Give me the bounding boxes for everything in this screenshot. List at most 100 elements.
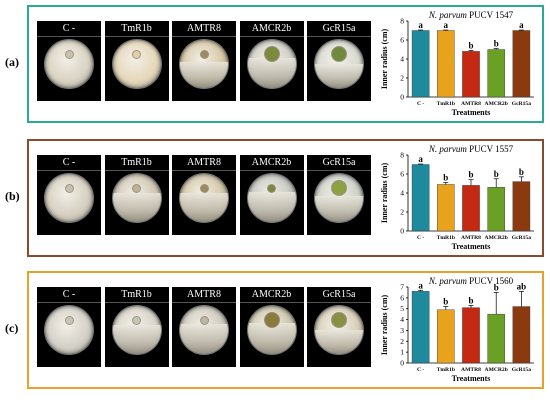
culture-photo: AMCR2b (239, 155, 304, 235)
chart-svg: N. parvum PUCV 1547 0 2 4 6 8 Inner radius (cm… (380, 10, 534, 117)
bacteria-streak (180, 62, 228, 88)
bar-0 (411, 291, 430, 364)
fungal-plug (133, 316, 140, 324)
culture-photo: GcR15a (307, 155, 371, 235)
petri-dish (180, 174, 228, 222)
chart-title: N. parvum PUCV 1557 (428, 144, 514, 154)
panel-label: (a) (5, 55, 19, 69)
culture-photo: TmR1b (104, 287, 169, 367)
significance-letter: b (443, 297, 448, 307)
x-axis-label: Treatments (452, 242, 491, 251)
petri-dish (45, 306, 93, 354)
bar-3 (487, 187, 505, 232)
chart-svg: N. parvum PUCV 1560 0 1 2 3 4 5 67 Inner radius … (380, 276, 534, 383)
x-tick-label: AMCR2b (485, 367, 508, 373)
culture-photo: AMCR2b (239, 21, 304, 101)
petri-dish (112, 40, 161, 88)
significance-letter: a (418, 280, 423, 290)
fungal-plug (264, 313, 279, 327)
significance-letter: b (443, 173, 448, 183)
x-tick-label: C - (417, 101, 424, 107)
petri-dish (247, 174, 296, 222)
y-axis-label: Inner radius (cm) (380, 29, 389, 90)
bacteria-streak (112, 325, 161, 354)
x-tick-label: AMCR2b (485, 235, 508, 241)
culture-photo: TmR1b (104, 155, 169, 235)
bacteria-streak (315, 64, 363, 88)
photo-caption: TmR1b (104, 21, 169, 37)
x-tick-label: C - (417, 367, 424, 373)
bar-3 (487, 313, 505, 364)
bacteria-streak (247, 192, 296, 222)
photo-caption: TmR1b (104, 287, 169, 303)
bacteria-streak (247, 58, 296, 88)
bar-4 (512, 181, 531, 232)
fungal-plug (200, 50, 208, 58)
significance-letter: b (468, 170, 473, 180)
y-tick-label: 0 (400, 93, 404, 102)
petri-dish (315, 174, 363, 222)
bar-3 (487, 49, 505, 98)
bar-2 (462, 185, 480, 232)
photo-caption: C - (37, 21, 101, 37)
y-tick-label: 2 (400, 208, 404, 217)
culture-photo: C - (37, 155, 101, 235)
y-tick-label: 8 (400, 17, 404, 26)
significance-letter: ab (517, 281, 527, 291)
photo-caption: AMTR8 (172, 287, 236, 303)
fungal-plug (65, 184, 73, 192)
x-axis-label: Treatments (452, 374, 491, 383)
culture-photo: AMTR8 (172, 155, 236, 235)
bar-4 (512, 30, 531, 98)
y-tick-label: 4 (400, 189, 404, 198)
petri-dish (180, 306, 228, 354)
y-tick-label: 6 (400, 36, 404, 45)
photo-caption: AMCR2b (239, 287, 304, 303)
chart-title: N. parvum PUCV 1560 (428, 276, 514, 286)
x-tick-label: GcR15a (512, 367, 531, 373)
significance-letter: b (494, 282, 499, 292)
y-tick-label: 4 (400, 315, 404, 324)
bar-0 (411, 30, 430, 98)
photo-caption: TmR1b (104, 155, 169, 171)
panel-label: (c) (5, 321, 19, 335)
x-tick-label: AMTR8 (461, 235, 481, 241)
significance-letter: a (444, 20, 449, 30)
bacteria-streak (247, 323, 296, 354)
x-axis-label: Treatments (452, 108, 491, 117)
y-tick-label: 6 (400, 170, 404, 179)
bar-1 (437, 184, 455, 232)
y-tick-label: 0 (400, 227, 404, 236)
y-tick-label: 6 (400, 293, 404, 302)
bacteria-streak (180, 193, 228, 222)
significance-letter: a (418, 20, 423, 30)
fungal-plug (268, 184, 275, 192)
culture-photo: AMTR8 (172, 21, 236, 101)
panel-2: C - TmR1b AMTR8 AMCR2b GcR15a N. parvum PUCV … (27, 271, 544, 389)
culture-photo: GcR15a (307, 287, 371, 367)
y-tick-label: 0 (400, 359, 404, 368)
significance-letter: a (519, 20, 524, 30)
petri-dish (45, 174, 93, 222)
fungal-plug (332, 313, 346, 327)
culture-photo: AMTR8 (172, 287, 236, 367)
bar-chart: N. parvum PUCV 1547 0 2 4 6 8 Inner radius (cm… (378, 9, 540, 121)
petri-dish (112, 174, 161, 222)
y-tick-label: 2 (400, 337, 404, 346)
photo-caption: C - (37, 287, 101, 303)
fungal-plug (133, 184, 140, 192)
panel-0: C - TmR1b AMTR8 AMCR2b GcR15a N. parvum PUCV … (27, 5, 544, 123)
x-tick-label: TmR1b (437, 101, 455, 107)
significance-letter: b (494, 169, 499, 179)
bar-chart: N. parvum PUCV 1560 0 1 2 3 4 5 6 7 Inner radius … (378, 275, 540, 387)
bacteria-streak (112, 193, 161, 222)
bar-0 (411, 164, 430, 232)
bar-2 (462, 307, 480, 364)
photo-strip: C - TmR1b AMTR8 AMCR2b GcR15a (37, 155, 371, 235)
petri-dish (247, 40, 296, 88)
panel-1: C - TmR1b AMTR8 AMCR2b GcR15a N. parvum PUCV … (27, 139, 544, 257)
x-tick-label: AMTR8 (461, 367, 481, 373)
x-tick-label: GcR15a (512, 101, 531, 107)
y-tick-label: 3 (400, 326, 404, 335)
photo-caption: C - (37, 155, 101, 171)
